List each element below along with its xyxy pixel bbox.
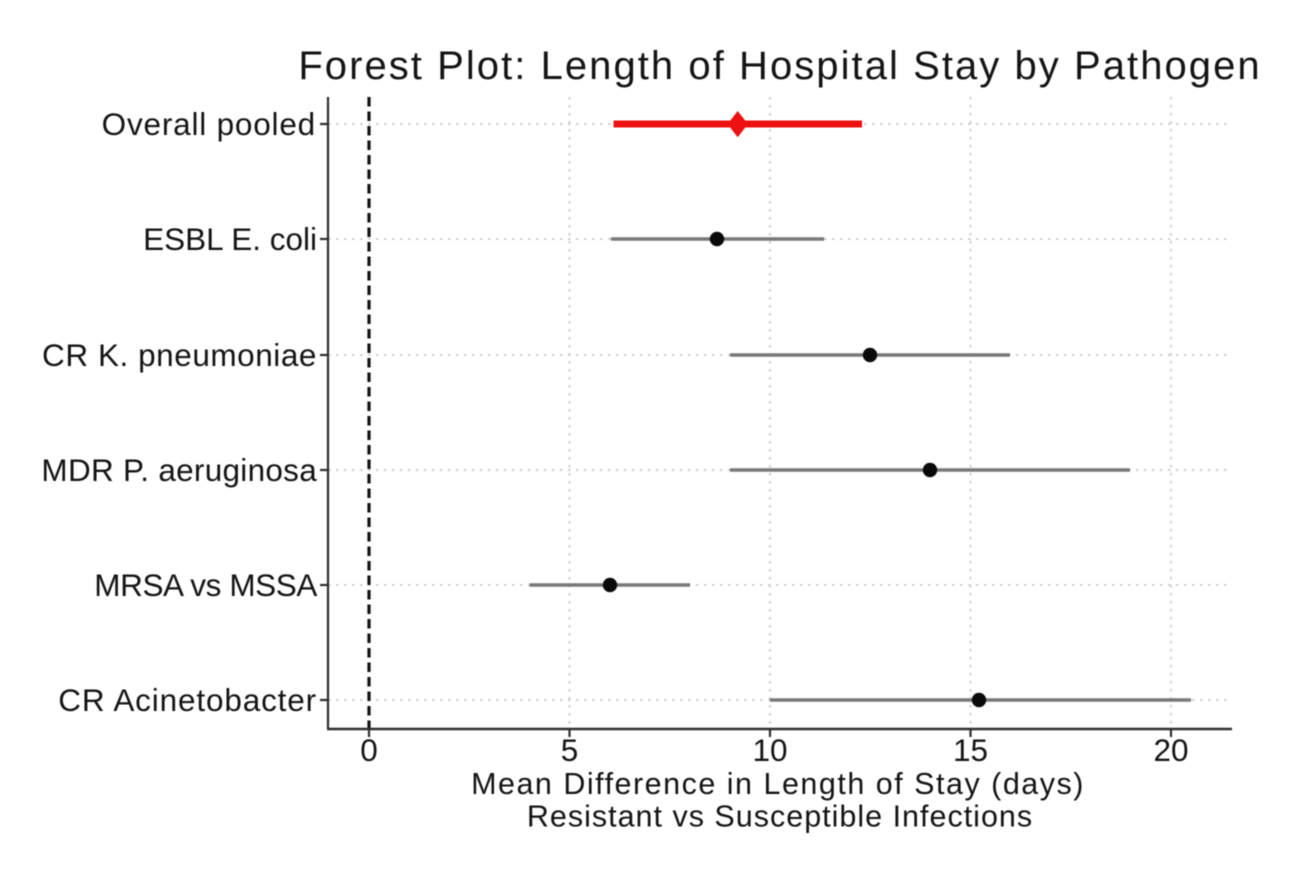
svg-text:15: 15 [953,732,988,768]
svg-text:Overall pooled: Overall pooled [102,106,316,142]
svg-text:MDR P. aeruginosa: MDR P. aeruginosa [41,452,317,488]
svg-text:CR Acinetobacter: CR Acinetobacter [58,682,317,718]
svg-text:ESBL E. coli: ESBL E. coli [143,221,317,257]
svg-text:CR K. pneumoniae: CR K. pneumoniae [42,337,317,373]
svg-text:20: 20 [1153,732,1188,768]
svg-text:Mean Difference in Length of S: Mean Difference in Length of Stay (days) [471,767,1085,801]
svg-text:10: 10 [752,732,787,768]
svg-text:MRSA vs MSSA: MRSA vs MSSA [94,567,317,603]
svg-text:Resistant vs Susceptible Infec: Resistant vs Susceptible Infections [527,800,1033,834]
svg-text:5: 5 [561,732,579,768]
svg-text:0: 0 [360,732,378,768]
svg-text:Forest Plot: Length of Hospita: Forest Plot: Length of Hospital Stay by … [298,44,1261,88]
